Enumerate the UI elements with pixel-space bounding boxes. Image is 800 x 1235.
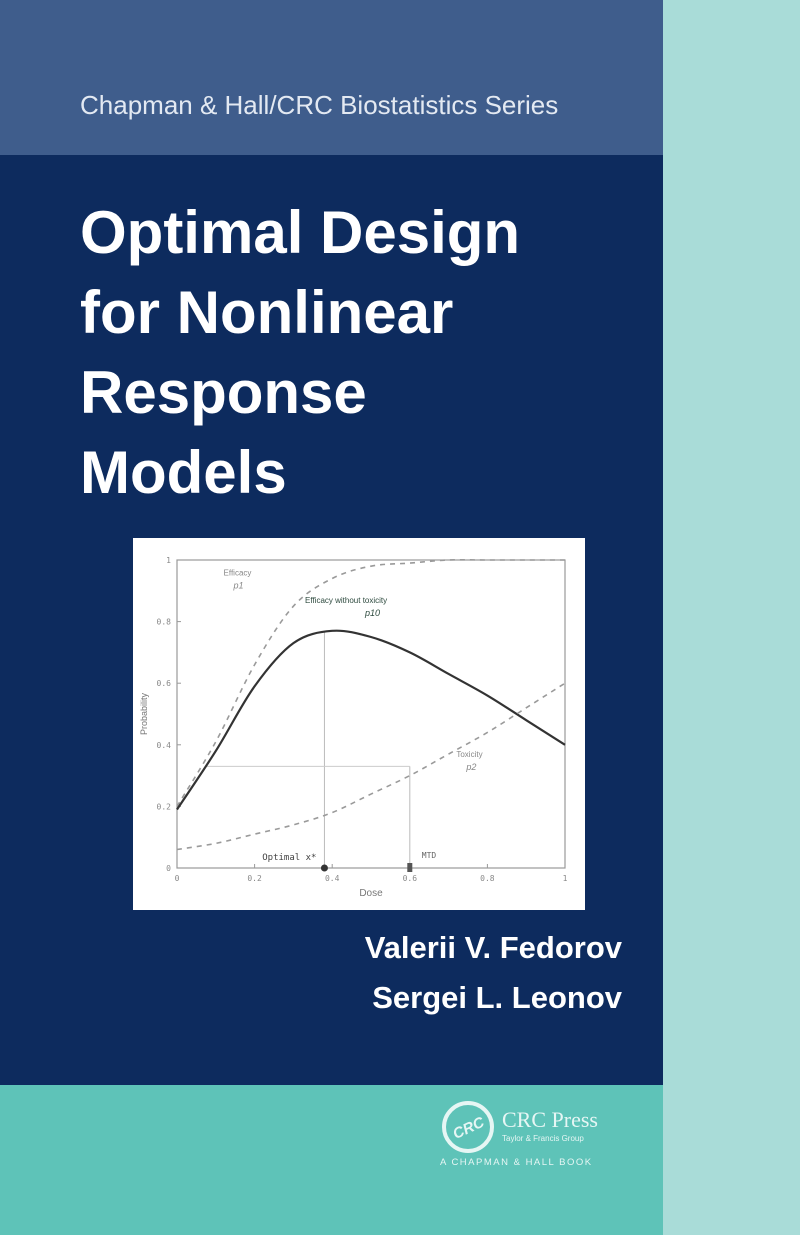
series-sublabel: p2 — [465, 762, 476, 772]
y-tick-label: 0 — [166, 864, 171, 873]
y-tick-label: 0.6 — [157, 679, 172, 688]
y-tick-label: 0.2 — [157, 802, 172, 811]
series-sublabel: p10 — [364, 608, 380, 618]
author-name: Valerii V. Fedorov — [364, 930, 622, 965]
crc-press-logo: CRC CRC Press Taylor & Francis Group A C… — [440, 1097, 640, 1177]
x-tick-label: 0.4 — [325, 874, 340, 883]
series-label: Efficacy without toxicity — [305, 596, 387, 605]
title-line: Response — [80, 359, 367, 426]
title-line: for Nonlinear — [80, 279, 454, 346]
crc-logo-icon: CRC CRC Press Taylor & Francis Group A C… — [440, 1101, 598, 1168]
series-band: Chapman & Hall/CRC Biostatistics Series — [0, 0, 663, 155]
series-label: Toxicity — [456, 750, 482, 759]
y-axis-label: Probability — [139, 692, 149, 735]
optimal-dose-marker — [320, 864, 328, 872]
series-line-p2 — [176, 682, 566, 851]
x-tick-label: 0 — [175, 874, 180, 883]
book-cover: Chapman & Hall/CRC Biostatistics Series … — [0, 0, 663, 1235]
series-line-p1 — [176, 558, 565, 807]
series-sublabel: p1 — [233, 580, 244, 590]
imprint: A CHAPMAN & HALL BOOK — [440, 1157, 593, 1168]
logo-text: CRC — [450, 1113, 488, 1143]
series-label: Efficacy — [224, 568, 252, 577]
series-name: Chapman & Hall/CRC Biostatistics Series — [80, 90, 559, 120]
authors: Valerii V. Fedorov Sergei L. Leonov — [365, 923, 622, 1023]
book-title: Optimal Design for Nonlinear Response Mo… — [80, 193, 520, 513]
publisher-band: CRC CRC Press Taylor & Francis Group A C… — [0, 1085, 663, 1235]
x-tick-label: 0.2 — [247, 874, 262, 883]
x-tick-label: 0.8 — [480, 874, 495, 883]
x-tick-label: 0.6 — [403, 874, 418, 883]
publisher-name: CRC Press — [502, 1107, 598, 1132]
y-tick-label: 1 — [166, 556, 171, 565]
x-axis-label: Dose — [359, 888, 383, 899]
series-line-p10 — [176, 629, 566, 811]
y-tick-label: 0.4 — [157, 741, 172, 750]
optimal-dose-label: Optimal x* — [262, 853, 316, 863]
y-tick-label: 0.8 — [157, 618, 172, 627]
main-panel: Optimal Design for Nonlinear Response Mo… — [0, 155, 663, 1085]
mtd-marker — [407, 863, 413, 872]
author-name: Sergei L. Leonov — [372, 980, 622, 1015]
cover-chart: 0 0.2 0.4 0.6 0.8 1 0 0.2 0.4 0.6 0.8 1 Dose Probabil… — [133, 538, 585, 910]
spine-strip — [663, 0, 800, 1235]
title-line: Models — [80, 439, 287, 506]
mtd-label: MTD — [422, 851, 437, 860]
chart-svg: 0 0.2 0.4 0.6 0.8 1 0 0.2 0.4 0.6 0.8 1 Dose Probabil… — [139, 556, 568, 899]
title-line: Optimal Design — [80, 199, 521, 266]
plot-frame — [176, 559, 566, 869]
publisher-tagline: Taylor & Francis Group — [502, 1134, 584, 1143]
x-tick-label: 1 — [563, 874, 568, 883]
